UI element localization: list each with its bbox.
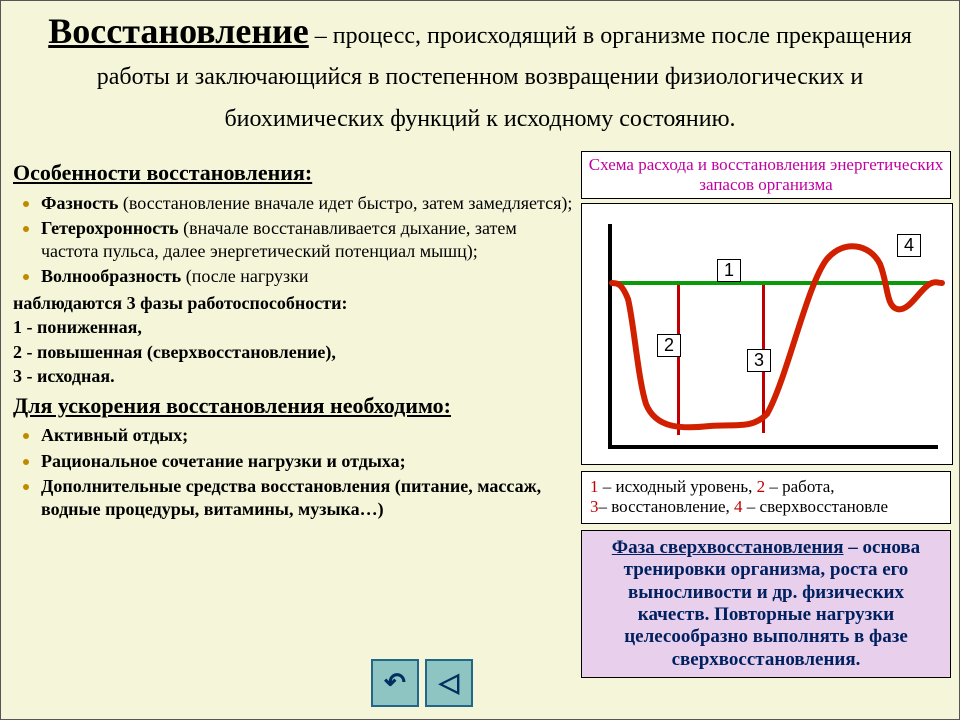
chart-legend: 1 – исходный уровень, 2 – работа, 3– вос… <box>581 471 951 524</box>
chart-label-3: 3 <box>747 349 771 372</box>
chart-label-1: 1 <box>717 259 741 282</box>
feature-2: Гетерохронность (вначале восстанавливает… <box>41 216 573 262</box>
legend-txt-4: – сверхвосстановле <box>743 497 889 516</box>
accel-3: Дополнительные средства восстановления (… <box>41 474 573 520</box>
title-keyword: Восстановление <box>48 11 309 51</box>
feature-1-name: Фазность <box>41 193 123 213</box>
nav-prev-button[interactable]: ◁ <box>425 659 473 707</box>
feature-3-desc: (после нагрузки <box>186 266 309 286</box>
phase-box-title: Фаза сверхвосстановления <box>612 537 844 558</box>
right-column: Схема расхода и восстановления энергетич… <box>581 151 951 678</box>
legend-num-1: 1 <box>590 477 599 496</box>
accel-1: Активный отдых; <box>41 423 573 447</box>
title-dash: – <box>309 23 333 49</box>
legend-num-3: 3 <box>590 497 599 516</box>
legend-txt-3: – восстановление, <box>599 497 735 516</box>
acceleration-heading: Для ускорения восстановления необходимо: <box>13 392 573 420</box>
supercompensation-box: Фаза сверхвосстановления – основа тренир… <box>581 530 951 678</box>
features-heading: Особенности восстановления: <box>13 159 573 187</box>
features-list: Фазность (восстановление вначале идет бы… <box>13 191 573 288</box>
phases-heading: наблюдаются 3 фазы работоспособности: <box>13 292 573 315</box>
energy-chart: 1 2 3 4 <box>581 203 953 465</box>
legend-num-2: 2 <box>757 477 766 496</box>
main-title: Восстановление – процесс, происходящий в… <box>37 11 923 135</box>
feature-2-name: Гетерохронность <box>41 218 183 238</box>
feature-3-name: Волнообразность <box>41 266 186 286</box>
feature-3: Волнообразность (после нагрузки <box>41 264 573 288</box>
legend-txt-2: – работа, <box>765 477 834 496</box>
chart-label-4: 4 <box>897 234 921 257</box>
feature-1-desc: (восстановление вначале идет быстро, зат… <box>123 193 572 213</box>
phase-1: 1 - пониженная, <box>13 316 573 339</box>
phase-2: 2 - повышенная (сверхвосстановление), <box>13 341 573 364</box>
undo-icon: ↶ <box>384 668 406 698</box>
chart-title: Схема расхода и восстановления энергетич… <box>581 151 951 199</box>
acceleration-list: Активный отдых; Рациональное сочетание н… <box>13 423 573 520</box>
accel-2: Рациональное сочетание нагрузки и отдыха… <box>41 449 573 473</box>
legend-num-4: 4 <box>734 497 743 516</box>
left-text-column: Особенности восстановления: Фазность (во… <box>13 159 573 524</box>
phase-3: 3 - исходная. <box>13 365 573 388</box>
slide: Восстановление – процесс, происходящий в… <box>0 0 960 720</box>
legend-txt-1: – исходный уровень, <box>599 477 757 496</box>
chart-label-2: 2 <box>657 334 681 357</box>
header-block: Восстановление – процесс, происходящий в… <box>1 1 959 145</box>
prev-icon: ◁ <box>439 668 459 698</box>
nav-back-button[interactable]: ↶ <box>371 659 419 707</box>
feature-1: Фазность (восстановление вначале идет бы… <box>41 191 573 215</box>
